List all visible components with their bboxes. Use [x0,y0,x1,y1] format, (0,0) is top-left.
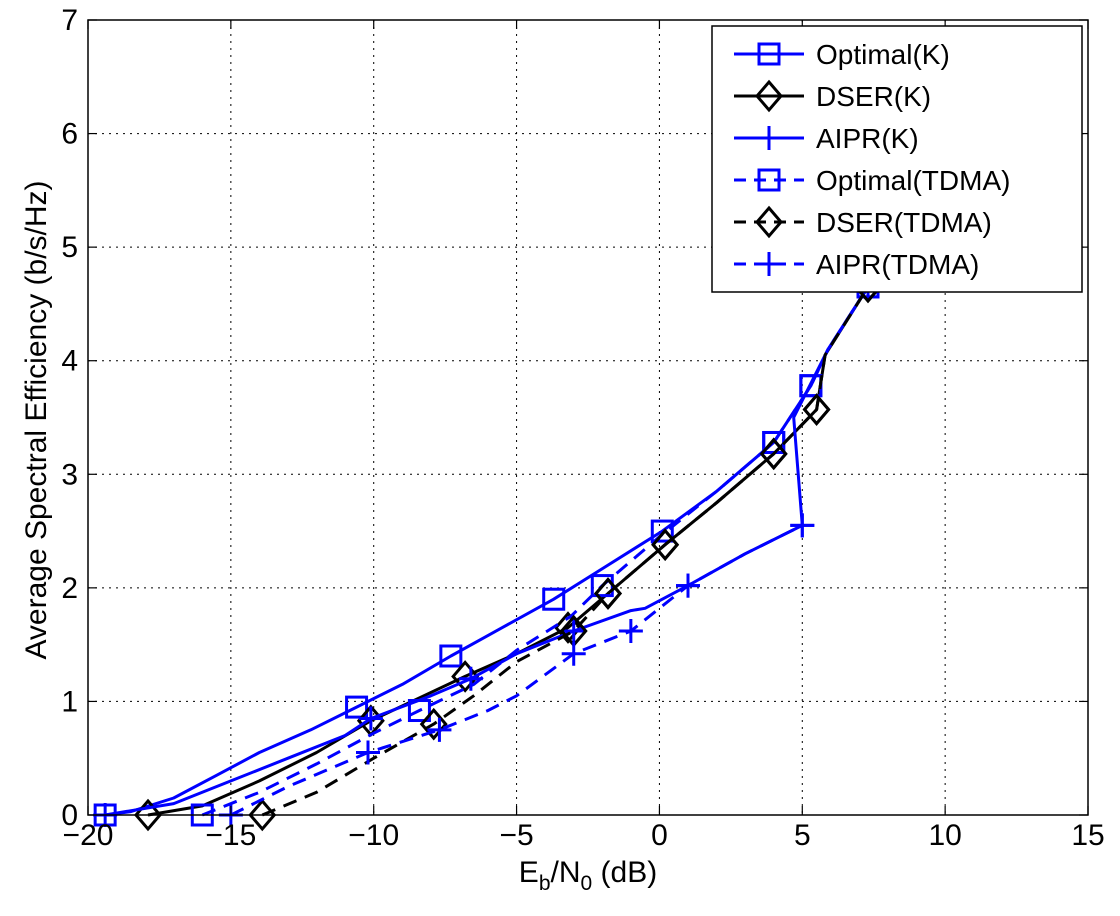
plus-marker [356,740,380,765]
square-marker [757,168,781,192]
x-tick-label: 15 [1071,819,1104,852]
square-marker [650,519,674,543]
x-tick-label: −20 [63,819,114,852]
square-marker [407,699,431,723]
legend-label: Optimal(K) [816,39,950,70]
plus-marker [358,706,383,731]
y-tick-label: 1 [61,685,78,718]
x-tick-label: 5 [794,819,811,852]
diamond-marker [419,707,448,741]
y-axis-label: Average Spectral Efficiency (b/s/Hz) [20,180,53,659]
diamond-marker [802,393,831,426]
legend-item: DSER(TDMA) [734,205,992,239]
legend-item: DSER(K) [734,79,931,113]
y-tick-label: 3 [61,458,78,491]
x-axis-label-sub-0: 0 [581,872,593,895]
diamond-marker [554,611,582,644]
square-marker [542,587,566,611]
plus-marker [676,573,700,598]
diamond-marker [451,660,480,693]
series-line [230,524,803,817]
y-tick-label: 2 [61,572,78,605]
x-axis-label-unit: (dB) [592,856,657,889]
plus-marker [790,513,815,538]
legend-label: DSER(TDMA) [816,207,992,238]
y-tick-label: 7 [61,4,78,37]
x-tick-label: 10 [928,819,961,852]
legend-label: DSER(K) [816,81,931,112]
x-tick-label: 0 [651,819,668,852]
diamond-marker [594,577,622,610]
diamond-marker [759,437,788,471]
plus-marker [561,641,586,666]
x-axis-label-n: /N [551,856,581,889]
legend-box [711,25,1083,293]
legend-label: AIPR(K) [816,123,919,154]
legend-item: Optimal(TDMA) [734,165,1010,196]
legend-item: AIPR(TDMA) [734,249,979,280]
legend-label: AIPR(TDMA) [816,249,979,280]
plus-marker [618,619,643,644]
plus-marker [757,252,781,276]
x-axis-label: Eb/N0 (dB) [519,856,657,895]
x-tick-label: −15 [205,819,256,852]
legend-label: Optimal(TDMA) [816,165,1010,196]
series-5 [218,513,815,827]
plot-frame [87,19,1089,816]
diamond-marker [651,528,680,562]
diamond-marker [248,798,277,832]
y-tick-label: 0 [61,799,78,832]
series-layer [93,270,882,832]
plus-marker [561,619,586,644]
square-marker [439,644,463,668]
diamond-marker [755,79,783,113]
square-marker [757,42,781,66]
legend-item: Optimal(K) [734,39,950,70]
y-tick-label: 4 [61,345,78,378]
y-tick-label: 5 [61,231,78,264]
legend: Optimal(K) DSER(K) AIPR(K) Optimal(TDMA) DSE… [711,25,1083,293]
x-tick-label: −5 [499,819,533,852]
x-axis-label-sub-b: b [539,872,551,895]
x-tick-label: −10 [348,819,399,852]
plus-marker [757,126,781,150]
plus-marker [427,717,452,742]
legend-item: AIPR(K) [734,123,919,154]
series-line [201,286,870,817]
diamond-marker [755,205,783,239]
square-marker [345,695,369,719]
x-axis-label-e: E [519,856,539,889]
ticks: −20 −15 −10 −5 0 5 10 15 0 1 2 3 4 5 6 7 [61,4,1104,852]
y-tick-label: 6 [61,118,78,151]
